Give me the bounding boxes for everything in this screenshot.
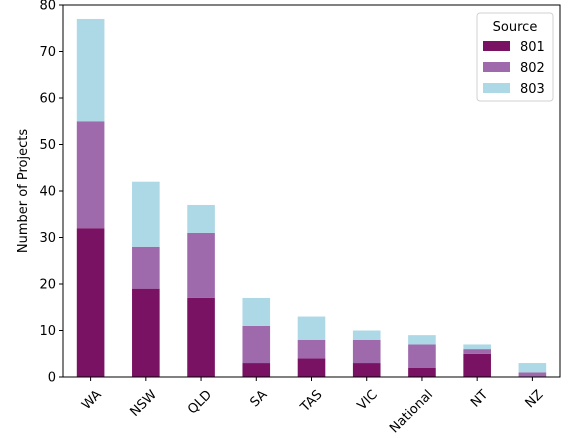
bar-wa-802 [76, 121, 105, 229]
legend-title: Source [493, 20, 538, 35]
x-tick-label: National [387, 387, 436, 436]
y-tick-label: 70 [39, 45, 56, 60]
y-tick-label: 0 [48, 371, 56, 386]
x-tick-label: SA [247, 387, 270, 410]
bars-layer [76, 18, 547, 377]
bar-tas-803 [297, 316, 326, 340]
bar-nz-802 [518, 372, 547, 377]
bar-tas-802 [297, 339, 326, 359]
y-tick-label: 40 [39, 185, 56, 200]
y-tick-label: 30 [39, 231, 56, 246]
legend: Source 801 802 803 [476, 12, 554, 102]
bar-nsw-802 [132, 246, 160, 289]
bar-vic-802 [352, 339, 381, 364]
bar-nsw-801 [132, 288, 160, 377]
legend-label-801: 801 [520, 40, 545, 55]
bar-qld-802 [187, 232, 215, 298]
y-tick-label: 80 [39, 0, 56, 14]
y-tick-label: 60 [39, 92, 56, 107]
x-tick-label: WA [79, 387, 105, 413]
bar-nt-802 [463, 349, 491, 354]
bar-wa-803 [76, 18, 105, 122]
x-tick-label: NZ [523, 387, 547, 411]
x-tick-label: TAS [297, 387, 325, 415]
bar-wa-801 [76, 228, 105, 377]
y-axis-label: Number of Projects [16, 129, 31, 253]
legend-label-803: 803 [520, 82, 545, 97]
bar-national-801 [408, 367, 436, 377]
bar-national-803 [408, 335, 436, 345]
bar-nt-803 [463, 344, 491, 350]
x-tick-label: NT [468, 387, 491, 410]
bar-sa-802 [242, 325, 271, 364]
x-axis: WA NSW QLD SA TAS VIC National NT NZ [79, 377, 546, 436]
bar-nsw-803 [132, 181, 160, 247]
bar-tas-801 [297, 358, 326, 377]
bar-qld-803 [187, 204, 215, 233]
bar-sa-801 [242, 363, 271, 377]
y-tick-label: 50 [39, 138, 56, 153]
x-tick-label: NSW [127, 387, 160, 420]
legend-label-802: 802 [520, 61, 545, 76]
x-tick-label: QLD [185, 387, 215, 417]
bar-nz-803 [518, 363, 547, 373]
bar-qld-801 [187, 297, 215, 377]
y-tick-label: 20 [39, 278, 56, 293]
bar-sa-803 [242, 297, 271, 326]
y-tick-label: 10 [39, 324, 56, 339]
legend-box [476, 12, 554, 102]
y-axis: 0 10 20 30 40 50 60 70 80 [39, 0, 63, 386]
legend-swatch-803 [483, 83, 510, 93]
x-tick-label: VIC [355, 387, 381, 413]
bar-vic-803 [352, 330, 381, 340]
bar-national-802 [408, 344, 436, 368]
legend-swatch-801 [483, 41, 510, 51]
legend-swatch-802 [483, 62, 510, 72]
bar-vic-801 [352, 363, 381, 377]
bar-nt-801 [463, 353, 491, 377]
